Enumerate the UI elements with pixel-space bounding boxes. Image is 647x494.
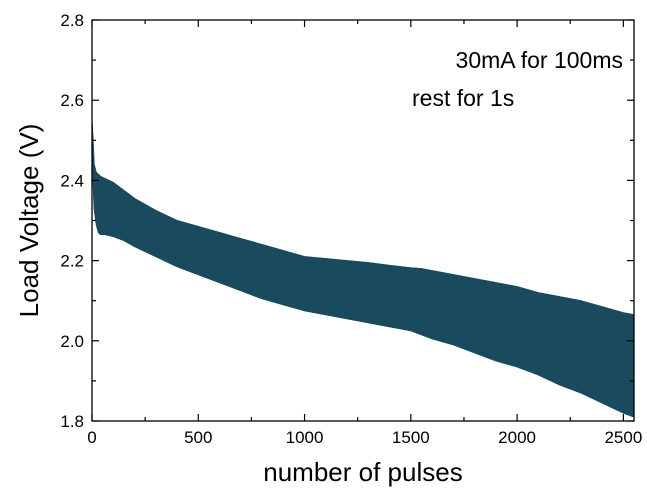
plot-area <box>91 119 635 418</box>
y-tick-label: 2.6 <box>60 91 84 110</box>
voltage-band <box>91 119 635 418</box>
series-lower-envelope <box>91 152 635 418</box>
x-tick-label: 1000 <box>286 428 324 447</box>
tick-labels: 0 500 1000 1500 2000 2500 1.8 2.0 2.2 2.4 2.6 2.8 <box>60 11 642 447</box>
y-tick-label: 1.8 <box>60 412 84 431</box>
y-tick-label: 2.2 <box>60 252 84 271</box>
annotation-rest: rest for 1s <box>412 85 514 111</box>
x-tick-label: 500 <box>184 428 212 447</box>
y-axis-label: Load Voltage (V) <box>14 124 44 318</box>
y-tick-label: 2.4 <box>60 171 84 190</box>
x-tick-label: 1500 <box>392 428 430 447</box>
y-tick-label: 2.8 <box>60 11 84 30</box>
y-tick-label: 2.0 <box>60 332 84 351</box>
x-axis-label: number of pulses <box>263 457 462 487</box>
x-tick-label: 0 <box>87 428 96 447</box>
annotation-current: 30mA for 100ms <box>456 47 623 73</box>
series-upper-envelope <box>91 120 635 316</box>
axis-ticks <box>91 19 634 422</box>
x-tick-label: 2500 <box>604 428 642 447</box>
x-tick-label: 2000 <box>498 428 536 447</box>
